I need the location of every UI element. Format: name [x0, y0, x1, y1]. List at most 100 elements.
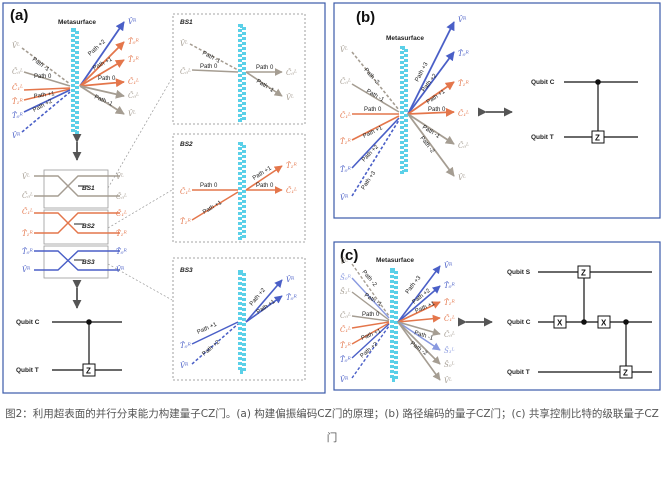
a-bs2-metasurface [238, 142, 246, 240]
a-out-path-m1: Path -1 [93, 94, 114, 108]
a-bs2-panel: BS2 Ĉ₁ᴸ T̂₁ᴿ T̂₁ᴿ Ĉ₁ᴸ Path 0 Path +1 Pat… [172, 133, 306, 243]
a-in-path-p1: Path +1 [33, 91, 55, 100]
c-sym-t0r-out: T̂₀ᴿ [444, 282, 455, 290]
a-sym-vl-in: V̂ᴸ [12, 42, 20, 50]
a-in-path-p2: Path +2 [32, 98, 54, 113]
panel-a: (a) Metasurface V̂ᴸ Ĉ₀ᴸ Ĉ₁ᴸ T̂₁ᴿ T̂₀ᴿ V̂… [2, 2, 326, 394]
c-in-path-m3: Path -2 [360, 269, 377, 288]
c-sym-s0r-in: Ŝ₀ᴿ [340, 273, 352, 282]
c-z-gate-2 [619, 365, 633, 379]
a-bs3-vr-in: V̂ᴿ [180, 362, 189, 370]
a-bs1-box [43, 169, 109, 209]
a-out-c0l [79, 85, 125, 99]
a-in-c0l [23, 71, 71, 87]
a-metasurface [71, 28, 79, 134]
c-sym-s1l-in: Ŝ₁ᴸ [340, 287, 351, 296]
a-bs2-panel-title: BS2 [180, 141, 193, 148]
a-out-path-0: Path 0 [98, 76, 116, 82]
a-in-t0r [23, 89, 71, 113]
panel-b-label: (b) [356, 9, 375, 26]
c-x-gate-1-label: X [557, 319, 563, 328]
b-sym-c0l-in: Ĉ₀ᴸ [340, 77, 351, 86]
a-net-vl-out: V̂ᴸ [116, 173, 124, 181]
a-cz-circuit: Qubit C Qubit T Z [16, 319, 122, 377]
b-in-path-0: Path 0 [364, 107, 382, 113]
a-in-path-0: Path 0 [34, 74, 52, 80]
a-sym-vr-out: V̂ᴿ [128, 18, 137, 26]
a-net-vr-in: V̂ᴿ [22, 266, 31, 274]
panel-a-label: (a) [10, 7, 28, 24]
a-bs1-vl-out: V̂ᴸ [286, 94, 294, 102]
c-sym-c0l-in: Ĉ₀ᴸ [340, 311, 351, 320]
a-net-c0l-out: Ĉ₀ᴸ [116, 192, 127, 201]
a-net-vl-in: V̂ᴸ [22, 173, 30, 181]
c-out-path-m1: Path -1 [413, 330, 434, 342]
c-z-gate-1-label: Z [581, 269, 586, 278]
a-net-c1l-in: Ĉ₁ᴸ [22, 207, 33, 216]
b-in-path-m2: Path -2 [363, 67, 381, 86]
a-net-t1r-out: T̂₁ᴿ [116, 230, 127, 238]
a-sym-t0r-out: T̂₀ᴿ [128, 38, 139, 46]
b-sym-vl-out: V̂ᴸ [458, 174, 466, 182]
a-bs3-label: BS3 [82, 259, 95, 266]
c-x-gate-2 [597, 315, 611, 329]
b-z-gate [591, 130, 605, 144]
b-sym-t0r-out: T̂₀ᴿ [458, 50, 469, 58]
b-metasurface [400, 46, 408, 174]
a-bs1-path-m1-out: Path -1 [255, 79, 275, 95]
c-in-path-0: Path 0 [362, 312, 380, 318]
b-metasurface-title: Metasurface [386, 35, 424, 42]
a-out-vl [79, 85, 125, 115]
a-bs2-t1r-out: T̂₁ᴿ [286, 162, 297, 170]
a-net-c1l-out: Ĉ₁ᴸ [116, 209, 127, 218]
a-in-vr [21, 91, 71, 133]
a-bs1-panel-title: BS1 [180, 19, 193, 26]
a-z-gate [82, 363, 96, 377]
b-in-path-m1: Path -1 [365, 89, 385, 104]
c-metasurface [390, 268, 398, 382]
b-sym-t1r-in: T̂₁ᴿ [340, 138, 351, 146]
a-bs2-box [43, 209, 109, 245]
b-sym-vl-in: V̂ᴸ [340, 46, 348, 54]
c-sym-s0l-out: Ŝ₀ᴸ [444, 360, 455, 369]
a-bs3-t0r-out: T̂₀ᴿ [286, 294, 297, 302]
a-bs1-path-0-out: Path 0 [256, 65, 274, 71]
a-z-gate-label: Z [86, 367, 91, 376]
c-qubit-s-label: Qubit S [507, 269, 531, 276]
a-leader-lines [107, 77, 173, 301]
b-in-path-p3: Path +3 [361, 170, 378, 191]
c-sym-vl-in: V̂ᴸ [340, 258, 348, 266]
c-in-path-p2: Path +2 [359, 341, 379, 359]
a-in-c1l [23, 87, 71, 91]
a-in-t1r [23, 88, 71, 101]
b-z-gate-label: Z [595, 134, 600, 143]
panel-c-label: (c) [340, 247, 358, 264]
b-sym-c1l-in: Ĉ₁ᴸ [340, 111, 351, 120]
a-bs1-vl-in: V̂ᴸ [180, 40, 188, 48]
c-sym-c0l-out: Ĉ₀ᴸ [444, 330, 455, 339]
a-bs1-label: BS1 [82, 185, 95, 192]
a-in-vl [21, 47, 71, 85]
a-sym-c0l-out: Ĉ₀ᴸ [128, 91, 139, 100]
panel-c: (c) Metasurface V̂ᴸ Ŝ₀ᴿ Ŝ₁ᴸ Ĉ₀ᴸ Ĉ₁ᴸ T̂₁ᴿ… [333, 241, 661, 391]
b-sym-vr-in: V̂ᴿ [340, 194, 349, 202]
a-bs1-path-m1-in: Path -1 [201, 50, 221, 65]
a-out-t0r [79, 41, 125, 87]
a-bs2-path-0-in: Path 0 [200, 183, 218, 189]
b-in-path-p2: Path +2 [361, 144, 380, 164]
a-out-path-p2: Path +2 [87, 39, 107, 58]
c-sym-s1l-out: Ŝ₁ᴸ [444, 346, 455, 355]
c-x-gate-1 [553, 315, 567, 329]
a-out-vr [79, 21, 125, 87]
c-sym-t0r-in: T̂₀ᴿ [340, 356, 351, 364]
b-sym-t0r-in: T̂₀ᴿ [340, 166, 351, 174]
a-bs2-label: BS2 [82, 223, 95, 230]
a-bs1-c0l-out: Ĉ₀ᴸ [286, 68, 297, 77]
a-sym-vr-in: V̂ᴿ [12, 132, 21, 140]
a-net-t0r-in: T̂₀ᴿ [22, 248, 33, 256]
b-qubit-t-label: Qubit T [531, 134, 554, 141]
panel-b-border [333, 2, 661, 219]
b-out-path-p1: Path +1 [426, 89, 447, 106]
a-qubit-t-label: Qubit T [16, 367, 39, 374]
a-sym-t1r-out: T̂₁ᴿ [128, 56, 139, 64]
